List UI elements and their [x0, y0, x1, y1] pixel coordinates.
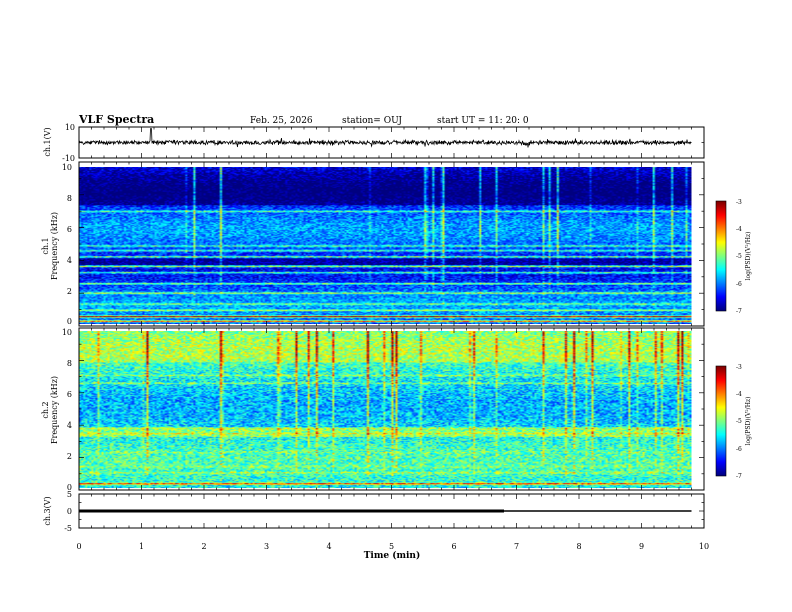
time-axis-tick-labels: 0 1 2 3 4 5 6 7 8 9 10 — [76, 542, 709, 551]
time-axis-label: Time (min) — [364, 550, 421, 561]
time-tick-3: 3 — [264, 542, 269, 551]
ch2-freq-tick-6: 6 — [67, 390, 72, 399]
time-tick-8: 8 — [576, 542, 581, 551]
ch2-colorbar-tick-m4: -4 — [736, 391, 742, 398]
ch1-colorbar-frame — [715, 200, 727, 312]
ch2-freq-tick-0: 0 — [67, 483, 72, 492]
ch1-freq-tick-8: 8 — [67, 194, 72, 203]
ch1-freq-tick-6: 6 — [67, 225, 72, 234]
ch2-colorbar-tick-m7: -7 — [736, 473, 742, 480]
ch2-colorbar-label: log(PSD)(V²/Hz) — [745, 397, 752, 446]
ch3-ytick-mid: 0 — [67, 507, 72, 516]
ch3-waveform-ylabel: ch.3(V) — [43, 496, 52, 525]
ch1-spectrogram-ticks — [78, 161, 705, 327]
ch2-colorbar-frame — [715, 365, 727, 477]
ch2-colorbar-gradient — [716, 366, 726, 476]
ch1-ytick-bottom: -10 — [62, 154, 75, 163]
ch2-spectrogram-ylabel-frequency: Frequency (kHz) — [50, 376, 59, 444]
ch1-waveform-ticks — [78, 126, 705, 159]
ch1-spectrogram-ytick-labels: 0 2 4 6 8 10 — [62, 163, 72, 326]
ch1-colorbar-tick-m7: -7 — [736, 308, 742, 315]
ch3-waveform-ticks — [78, 493, 705, 529]
ch2-freq-tick-4: 4 — [67, 421, 72, 430]
ch1-waveform-ylabel: ch.1(V) — [43, 127, 52, 156]
time-tick-5: 5 — [389, 542, 394, 551]
ch2-freq-tick-8: 8 — [67, 359, 72, 368]
ch1-colorbar-tick-m6: -6 — [736, 281, 742, 288]
ch3-ytick-bottom: -5 — [64, 524, 72, 533]
ch1-spectrogram-image — [79, 167, 692, 324]
figure-title: VLF Spectra — [78, 113, 154, 126]
ch1-colorbar: -3 -4 -5 -6 -7 log(PSD)(V²/Hz) — [715, 199, 752, 315]
ch1-colorbar-label: log(PSD)(V²/Hz) — [745, 232, 752, 281]
ch1-freq-tick-4: 4 — [67, 256, 72, 265]
ch1-freq-tick-10: 10 — [62, 163, 72, 172]
start-time-label: start UT = 11: 20: 0 — [437, 116, 529, 126]
time-tick-7: 7 — [514, 542, 519, 551]
ch1-colorbar-gradient — [716, 201, 726, 311]
ch2-spectrogram-image — [79, 331, 692, 488]
ch1-spectrogram-ylabel-channel: ch.1 — [41, 237, 50, 254]
ch1-colorbar-tick-m4: -4 — [736, 226, 742, 233]
ch2-colorbar-tick-m6: -6 — [736, 446, 742, 453]
date-label: Feb. 25, 2026 — [250, 116, 313, 126]
ch2-spectrogram-ylabel-channel: ch.2 — [41, 401, 50, 418]
time-tick-2: 2 — [201, 542, 206, 551]
time-tick-4: 4 — [326, 542, 331, 551]
ch3-ytick-top: 5 — [67, 490, 72, 499]
ch1-colorbar-tick-m5: -5 — [736, 253, 742, 260]
ch1-spectrogram-panel: 0 2 4 6 8 10 ch.1 Frequency (kHz) -3 -4 … — [41, 161, 752, 327]
ch2-freq-tick-10: 10 — [62, 328, 72, 337]
ch1-freq-tick-0: 0 — [67, 317, 72, 326]
ch1-ytick-top: 10 — [65, 123, 75, 132]
station-label: station= OUJ — [342, 116, 402, 126]
ch1-waveform-panel: 10 -10 ch.1(V) — [43, 123, 705, 163]
ch1-colorbar-tick-m3: -3 — [736, 199, 742, 206]
time-tick-6: 6 — [451, 542, 456, 551]
ch2-spectrogram-ticks — [78, 327, 705, 491]
ch1-spectrogram-ylabel-frequency: Frequency (kHz) — [50, 212, 59, 280]
time-tick-9: 9 — [639, 542, 644, 551]
ch3-waveform-panel: 5 0 -5 ch.3(V) 0 1 2 3 4 5 6 7 8 9 10 Ti… — [43, 490, 709, 561]
ch2-colorbar: -3 -4 -5 -6 -7 log(PSD)(V²/Hz) — [715, 364, 752, 480]
time-tick-10: 10 — [699, 542, 709, 551]
ch2-colorbar-tick-m3: -3 — [736, 364, 742, 371]
ch2-freq-tick-2: 2 — [67, 452, 72, 461]
ch2-spectrogram-panel: 0 2 4 6 8 10 ch.2 Frequency (kHz) -3 -4 … — [41, 327, 752, 492]
ch1-waveform-trace — [78, 128, 692, 148]
time-tick-0: 0 — [76, 542, 81, 551]
time-tick-1: 1 — [139, 542, 144, 551]
ch2-colorbar-tick-m5: -5 — [736, 418, 742, 425]
ch1-freq-tick-2: 2 — [67, 287, 72, 296]
ch2-spectrogram-ytick-labels: 0 2 4 6 8 10 — [62, 328, 72, 492]
